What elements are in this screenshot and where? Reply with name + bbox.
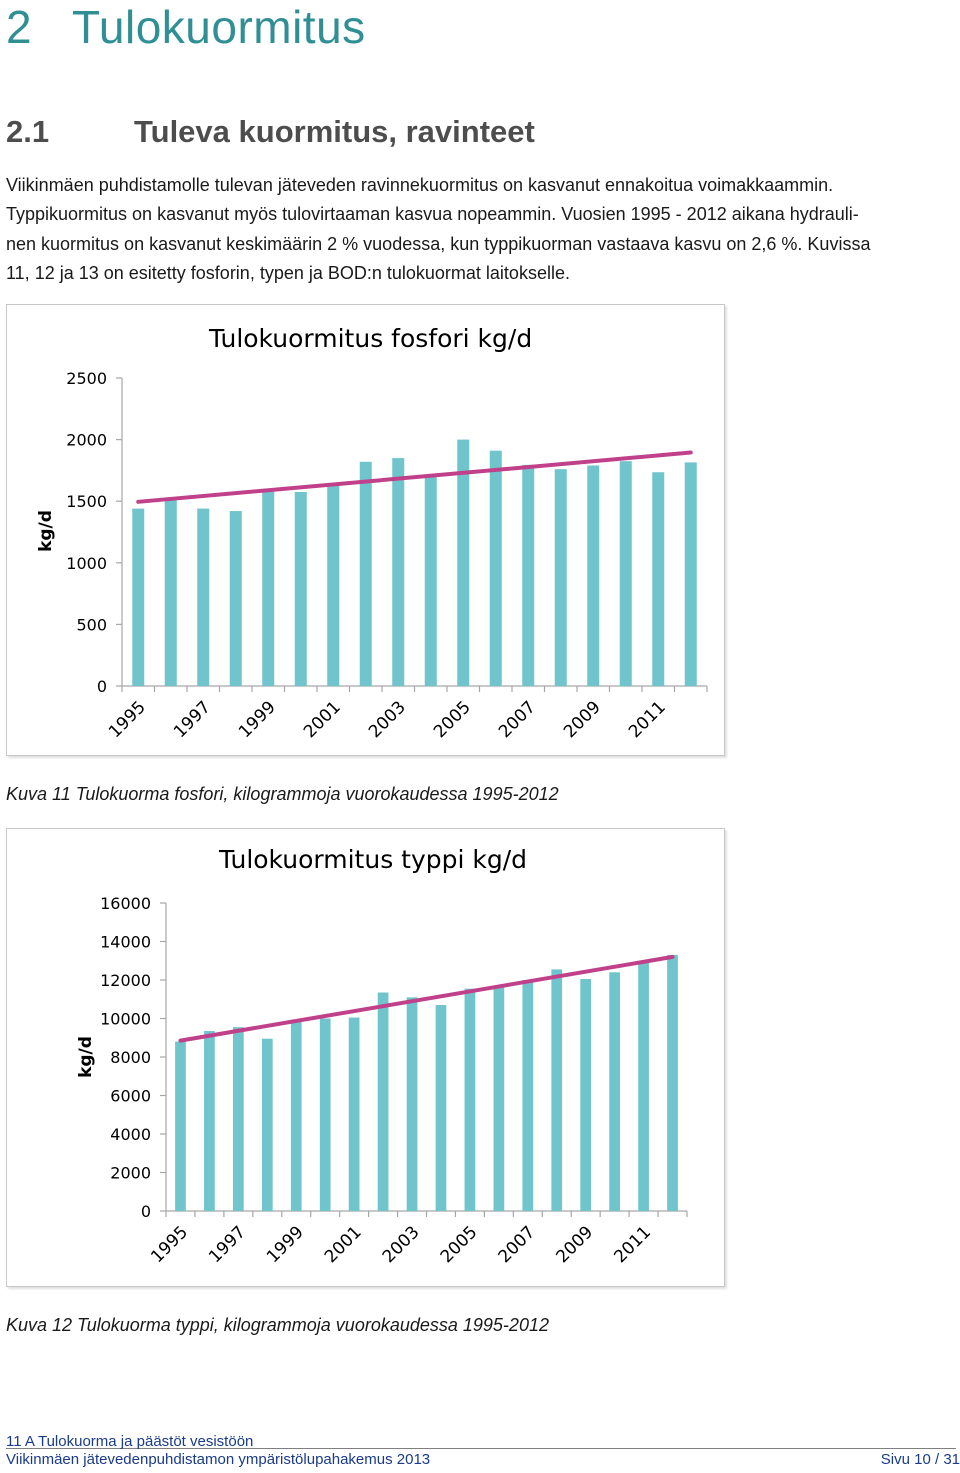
x-tick-label-2011: 2011: [610, 1222, 655, 1267]
bar-2005: [464, 988, 476, 1211]
footer-page-number: Sivu 10 / 31: [880, 1451, 960, 1468]
y-tick-label: 2500: [66, 369, 107, 388]
heading-2-number: 2.1: [6, 114, 50, 149]
bar-2007: [522, 980, 534, 1211]
footer-divider: [6, 1448, 956, 1449]
bar-2006: [493, 986, 505, 1211]
bar-2007: [522, 464, 535, 686]
phosphorus-chart: Tulokuormitus fosfori kg/d kg/d 0 500 1000 15…: [6, 304, 725, 756]
y-tick-label: 16000: [100, 894, 151, 913]
bar-2009: [587, 465, 600, 686]
x-tick-label-2005: 2005: [437, 1222, 482, 1267]
bar-2011: [638, 961, 649, 1211]
phosphorus-chart-svg: Tulokuormitus fosfori kg/d kg/d 0 500 1000 15…: [36, 324, 708, 742]
bar-2001: [327, 483, 340, 686]
body-paragraph: Viikinmäen puhdistamolle tulevan jäteved…: [6, 171, 960, 289]
x-tick-label-2005: 2005: [430, 697, 475, 742]
paragraph-line: Typpikuormitus on kasvanut myös tulovirt…: [6, 204, 859, 225]
x-tick-label-1999: 1999: [235, 697, 280, 742]
y-tick-label: 10000: [100, 1010, 151, 1029]
bar-2008: [554, 469, 567, 686]
chart-title: Tulokuormitus fosfori kg/d: [208, 324, 532, 353]
nitrogen-chart: Tulokuormitus typpi kg/d kg/d 0 2000 4000 600…: [6, 828, 725, 1287]
bar-2005: [457, 439, 470, 686]
heading-2-title: Tuleva kuormitus, ravinteet: [134, 114, 535, 149]
y-tick-label: 14000: [100, 933, 151, 952]
bar-2012: [684, 462, 697, 686]
x-tick-label-1997: 1997: [205, 1222, 250, 1267]
bar-1998: [261, 1038, 273, 1211]
x-tick-label-2001: 2001: [321, 1222, 366, 1267]
nitrogen-chart-svg: Tulokuormitus typpi kg/d kg/d 0 2000 4000 600…: [76, 845, 688, 1267]
bar-1999: [290, 1019, 302, 1211]
y-tick-label: 1000: [66, 554, 107, 573]
bar-2004: [435, 1005, 447, 1211]
bar-2011: [652, 472, 665, 686]
bar-1999: [262, 490, 275, 686]
y-tick-label: 1500: [66, 492, 107, 511]
bar-2010: [619, 461, 632, 686]
page-footer: 11 A Tulokuorma ja päästöt vesistöön Vii…: [6, 1433, 960, 1469]
bar-1995: [175, 1041, 186, 1211]
heading-1: 2 Tulokuormitus: [6, 0, 366, 54]
x-tick-label-1997: 1997: [170, 697, 215, 742]
bar-2006: [489, 450, 502, 686]
y-tick-label: 500: [76, 615, 107, 634]
x-tick-label-1999: 1999: [263, 1222, 308, 1267]
bar-2010: [609, 972, 620, 1211]
bar-2002: [359, 461, 372, 686]
figure-caption-12: Kuva 12 Tulokuorma typpi, kilogrammoja v…: [6, 1315, 549, 1335]
x-tick-label-2003: 2003: [365, 697, 410, 742]
bar-2000: [294, 491, 307, 686]
y-tick-label: 2000: [66, 431, 107, 450]
heading-1-title: Tulokuormitus: [72, 1, 366, 53]
footer-section: 11 A Tulokuorma ja päästöt vesistöön: [6, 1433, 254, 1450]
x-tick-label-2007: 2007: [495, 1222, 540, 1267]
bar-2004: [424, 476, 437, 686]
paragraph-line: 11, 12 ja 13 on esitetty fosforin, typen…: [6, 263, 570, 284]
chart-title: Tulokuormitus typpi kg/d: [218, 845, 527, 874]
y-tick-label: 0: [97, 677, 107, 696]
y-tick-label: 8000: [110, 1048, 151, 1067]
x-tick-label-2003: 2003: [379, 1222, 424, 1267]
x-tick-label-2001: 2001: [300, 697, 345, 742]
y-tick-label: 6000: [110, 1087, 151, 1106]
x-tick-label-1995: 1995: [105, 697, 150, 742]
bar-2002: [377, 992, 389, 1211]
bar-1996: [164, 499, 177, 686]
x-tick-label-1995: 1995: [147, 1222, 192, 1267]
y-tick-label: 0: [141, 1202, 151, 1221]
bar-1997: [197, 508, 210, 686]
bar-1996: [204, 1031, 215, 1211]
y-axis-label: kg/d: [76, 1036, 96, 1078]
x-tick-label-2011: 2011: [625, 697, 670, 742]
footer-document-title: Viikinmäen jätevedenpuhdistamon ympärist…: [6, 1451, 431, 1468]
y-tick-label: 4000: [110, 1125, 151, 1144]
bar-2009: [580, 979, 592, 1211]
y-axis-label: kg/d: [36, 510, 56, 552]
paragraph-line: Viikinmäen puhdistamolle tulevan jäteved…: [6, 175, 834, 195]
x-tick-label-2009: 2009: [560, 697, 605, 742]
y-tick-label: 2000: [110, 1164, 151, 1183]
bar-2003: [406, 997, 418, 1211]
bar-1998: [229, 511, 242, 686]
bar-2003: [392, 458, 405, 686]
bar-2000: [319, 1018, 331, 1211]
bar-1997: [233, 1027, 244, 1211]
bar-1995: [132, 508, 145, 686]
trendline: [136, 450, 693, 504]
x-tick-label-2009: 2009: [552, 1222, 597, 1267]
x-tick-label-2007: 2007: [495, 697, 540, 742]
y-tick-label: 12000: [100, 971, 151, 990]
bar-2012: [667, 954, 678, 1211]
heading-1-number: 2: [6, 1, 33, 53]
trendline: [178, 954, 675, 1043]
heading-2: 2.1 Tuleva kuormitus, ravinteet: [6, 114, 535, 150]
figure-caption-11: Kuva 11 Tulokuorma fosfori, kilogrammoja…: [6, 784, 559, 804]
bar-2001: [348, 1017, 360, 1211]
bar-2008: [551, 969, 563, 1211]
paragraph-line: nen kuormitus on kasvanut keskimäärin 2 …: [6, 233, 871, 254]
